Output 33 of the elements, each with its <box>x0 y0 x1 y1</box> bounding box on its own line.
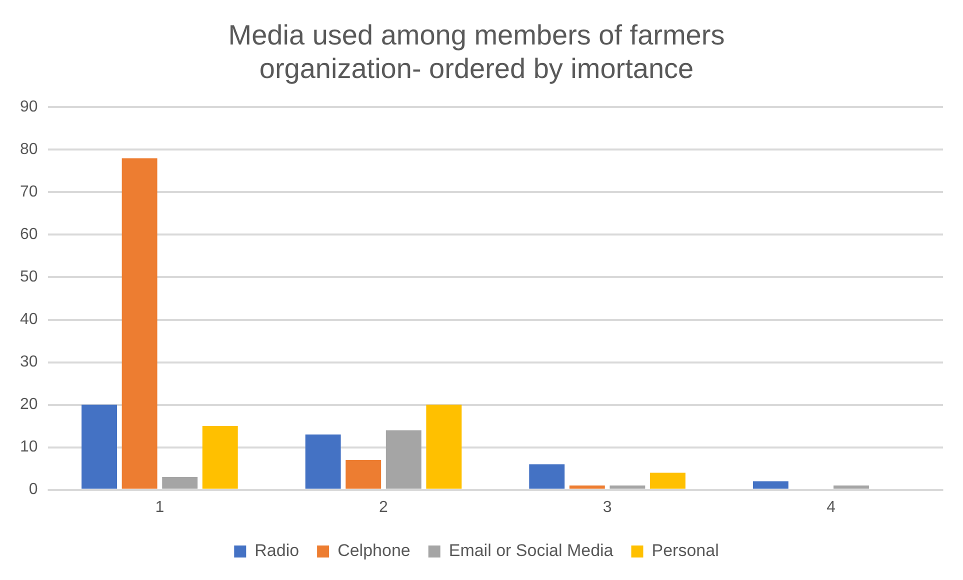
bar <box>346 460 382 489</box>
bar <box>122 158 158 489</box>
legend-label: Email or Social Media <box>448 541 614 560</box>
bar <box>162 477 198 489</box>
bar <box>752 481 788 489</box>
bar <box>834 486 869 489</box>
chart-title: Media used among members of farmers organization- ordered by imortance <box>228 20 725 84</box>
bar <box>386 430 422 489</box>
y-tick-label: 80 <box>20 141 38 158</box>
legend-label: Celphone <box>338 541 410 560</box>
legend-label: Personal <box>652 541 719 560</box>
y-tick-label: 20 <box>20 396 38 414</box>
bar <box>569 486 605 489</box>
bar <box>610 486 646 489</box>
bar <box>529 464 565 489</box>
bar <box>202 426 238 489</box>
y-tick-label: 40 <box>20 311 38 328</box>
y-tick-label: 70 <box>20 184 38 201</box>
y-tick-label: 10 <box>20 438 38 456</box>
y-tick-label: 50 <box>20 268 38 286</box>
y-tick-label: 30 <box>20 354 38 371</box>
legend-label: Radio <box>254 541 300 560</box>
y-tick-label: 0 <box>28 481 38 498</box>
x-tick-label: 1 <box>155 498 164 516</box>
x-tick-label: 2 <box>379 498 388 516</box>
x-tick-label: 3 <box>602 498 612 516</box>
bar <box>650 472 686 489</box>
y-tick-label: 60 <box>20 226 38 244</box>
bar <box>426 404 462 489</box>
bar <box>305 434 341 489</box>
y-tick-label: 90 <box>20 98 38 116</box>
bar <box>82 404 117 489</box>
x-tick-label: 4 <box>826 498 836 516</box>
